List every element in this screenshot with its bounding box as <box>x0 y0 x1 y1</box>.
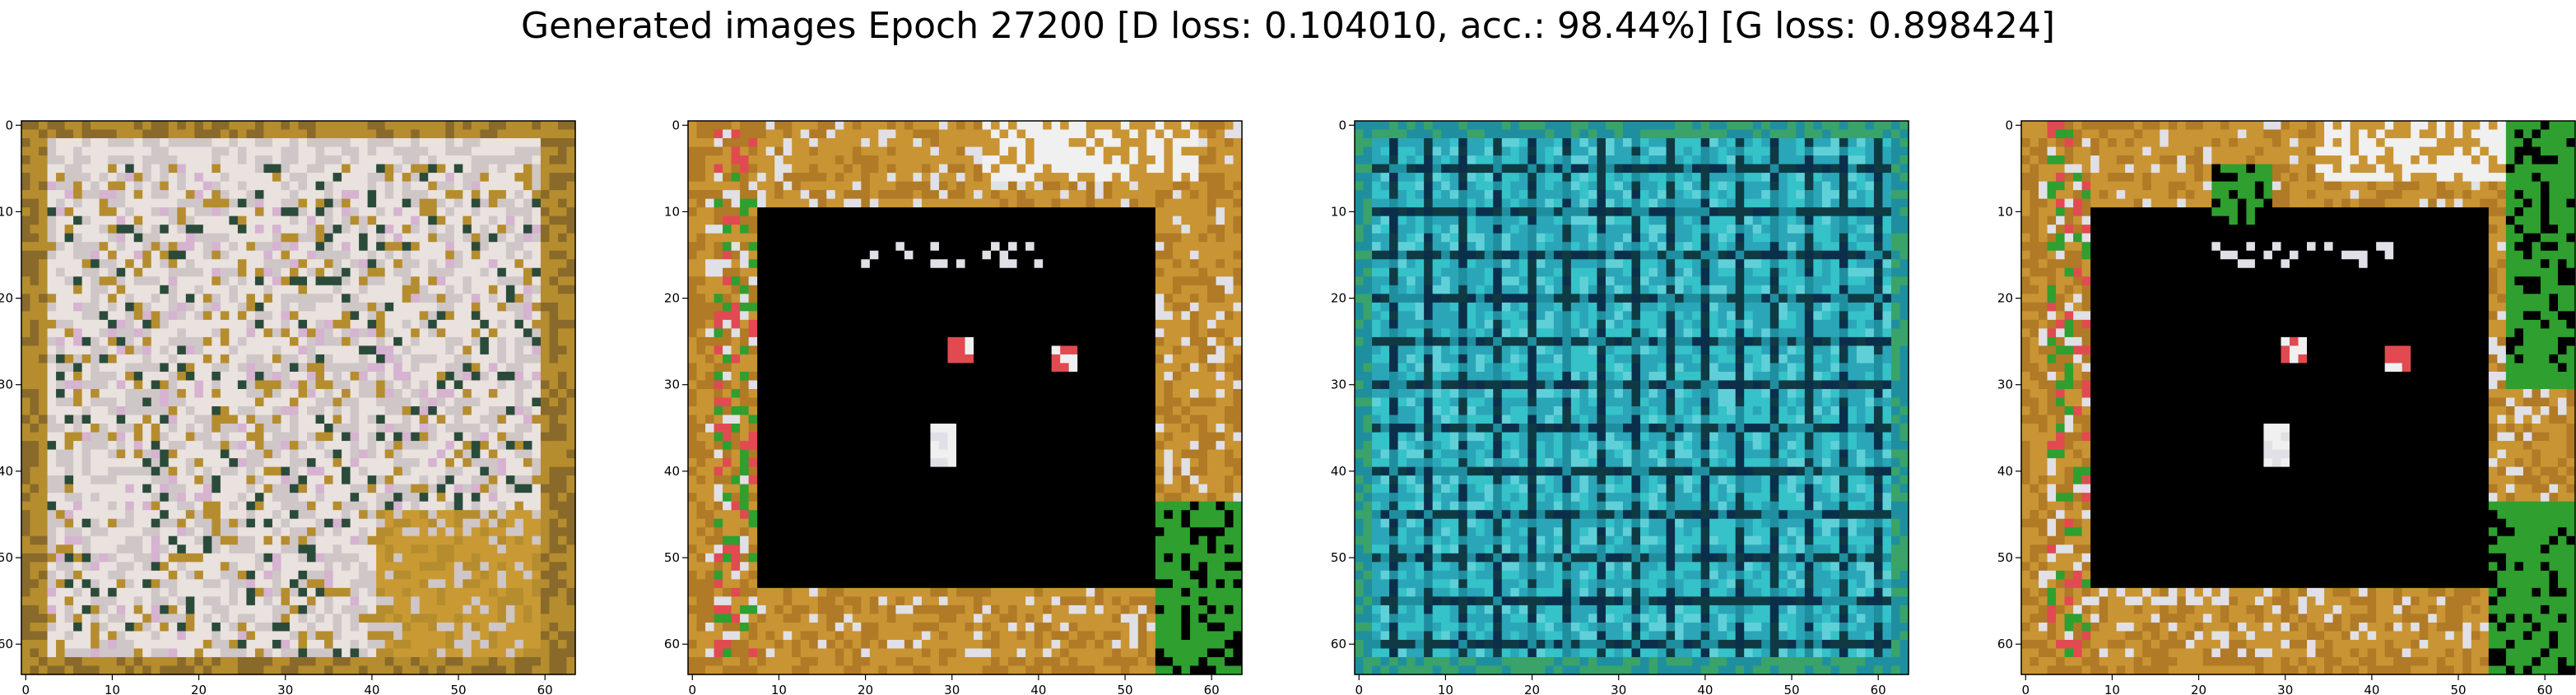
y-tick-label: 30 <box>1331 378 1346 392</box>
x-tick-label: 40 <box>1697 683 1713 695</box>
x-tick-label: 10 <box>105 683 120 695</box>
y-tick-label: 60 <box>0 637 13 651</box>
y-tick-label: 0 <box>672 118 680 132</box>
y-tick-label: 20 <box>664 291 680 306</box>
x-tick-label: 50 <box>450 683 466 695</box>
y-tick-label: 60 <box>664 637 680 651</box>
generated-image <box>688 121 1243 675</box>
x-tick-label: 0 <box>21 683 30 695</box>
x-tick-label: 50 <box>1783 683 1799 695</box>
x-tick-label: 30 <box>2277 683 2293 695</box>
x-tick-label: 40 <box>1030 683 1046 695</box>
x-tick-label: 60 <box>1204 683 1220 695</box>
x-tick-label: 10 <box>1438 683 1453 695</box>
y-tick-label: 0 <box>1338 118 1346 132</box>
image-panel: 0 10 20 30 40 50 60 0 10 20 30 40 50 60 <box>0 118 576 695</box>
axes-frame <box>1354 120 1909 675</box>
x-tick-label: 40 <box>2364 683 2379 695</box>
y-tick-label: 30 <box>1997 378 2013 392</box>
x-tick-label: 20 <box>191 683 207 695</box>
generated-image <box>2021 121 2576 675</box>
x-tick-label: 20 <box>858 683 873 695</box>
y-tick-label: 40 <box>1331 464 1346 479</box>
x-tick-label: 0 <box>2021 683 2030 695</box>
image-panel: 0 10 20 30 40 50 60 0 10 20 30 40 50 60 <box>1331 118 1909 695</box>
x-tick-label: 0 <box>1355 683 1363 695</box>
x-tick-label: 40 <box>364 683 379 695</box>
x-tick-label: 10 <box>771 683 787 695</box>
generated-image <box>21 121 576 675</box>
y-tick-label: 40 <box>0 464 13 479</box>
y-tick-label: 20 <box>0 291 13 306</box>
y-tick-label: 40 <box>1997 464 2013 479</box>
y-tick-label: 20 <box>1997 291 2013 306</box>
x-tick-label: 60 <box>2537 683 2553 695</box>
x-tick-label: 60 <box>1871 683 1886 695</box>
x-tick-label: 10 <box>2104 683 2120 695</box>
y-tick-label: 30 <box>664 378 680 392</box>
y-tick-label: 50 <box>0 550 13 565</box>
figure-title: Generated images Epoch 27200 [D loss: 0.… <box>520 5 2056 47</box>
y-tick-label: 50 <box>1997 550 2013 565</box>
image-panel: 0 10 20 30 40 50 60 0 10 20 30 40 50 60 <box>1997 118 2576 695</box>
y-tick-label: 10 <box>0 204 13 219</box>
generated-image <box>1355 121 1909 675</box>
y-tick-label: 20 <box>1331 291 1346 306</box>
x-tick-label: 20 <box>2191 683 2206 695</box>
axes-frame <box>2020 120 2576 675</box>
y-tick-label: 60 <box>1997 637 2013 651</box>
y-tick-label: 10 <box>1997 204 2013 219</box>
y-tick-label: 10 <box>664 204 680 219</box>
x-tick-label: 20 <box>1524 683 1540 695</box>
y-tick-label: 30 <box>0 378 13 392</box>
y-tick-label: 40 <box>664 464 680 479</box>
x-tick-label: 30 <box>277 683 293 695</box>
image-panel: 0 10 20 30 40 50 60 0 10 20 30 40 50 60 <box>664 118 1243 695</box>
x-tick-label: 60 <box>537 683 553 695</box>
axes-frame <box>21 120 576 675</box>
x-tick-label: 0 <box>688 683 696 695</box>
y-tick-label: 50 <box>664 550 680 565</box>
x-tick-label: 50 <box>1117 683 1132 695</box>
axes-frame <box>687 120 1243 675</box>
y-tick-label: 50 <box>1331 550 1346 565</box>
x-tick-label: 30 <box>944 683 960 695</box>
y-tick-label: 60 <box>1331 637 1346 651</box>
x-tick-label: 50 <box>2450 683 2466 695</box>
x-tick-label: 30 <box>1611 683 1626 695</box>
y-tick-label: 0 <box>5 118 13 132</box>
y-tick-label: 0 <box>2005 118 2013 132</box>
y-tick-label: 10 <box>1331 204 1346 219</box>
